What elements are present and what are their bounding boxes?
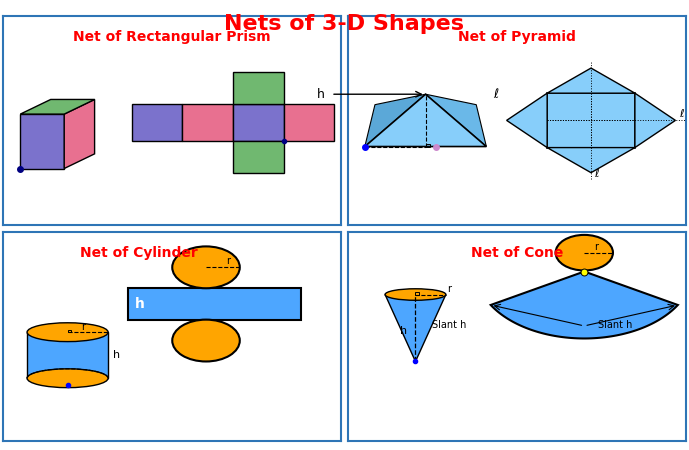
Text: Slant h: Slant h [433,320,466,330]
Polygon shape [64,99,94,168]
Polygon shape [233,72,284,104]
Text: r: r [595,242,599,252]
Polygon shape [635,93,675,148]
Polygon shape [284,104,334,141]
Ellipse shape [27,323,108,342]
Polygon shape [506,93,547,148]
Ellipse shape [385,289,446,300]
Polygon shape [21,114,64,168]
Polygon shape [21,99,94,114]
Text: r: r [81,322,85,332]
Text: h: h [113,350,121,360]
Text: Nets of 3-D Shapes: Nets of 3-D Shapes [225,14,464,33]
Text: Net of Cylinder: Net of Cylinder [80,247,197,261]
Polygon shape [385,294,446,361]
Polygon shape [547,93,635,148]
Polygon shape [365,94,426,147]
Text: r: r [448,284,451,294]
Text: h: h [135,297,145,311]
Text: h: h [400,326,407,336]
Text: Slant h: Slant h [598,320,632,330]
Polygon shape [426,94,486,147]
Circle shape [172,320,240,361]
Text: h: h [317,88,325,101]
Polygon shape [547,148,635,173]
Polygon shape [365,94,486,147]
Polygon shape [27,332,108,378]
Polygon shape [132,104,183,141]
Ellipse shape [27,369,108,387]
Polygon shape [547,68,635,93]
Polygon shape [128,288,300,319]
Text: Net of Pyramid: Net of Pyramid [457,31,576,45]
Text: ℓ: ℓ [679,109,683,119]
Text: Net of Rectangular Prism: Net of Rectangular Prism [74,31,271,45]
Text: ℓ: ℓ [493,88,498,101]
Circle shape [172,247,240,288]
Text: Net of Cone: Net of Cone [471,247,563,261]
Circle shape [555,235,613,270]
Polygon shape [491,271,678,338]
Polygon shape [233,141,284,173]
Text: r: r [226,256,230,266]
Text: ℓ: ℓ [595,169,599,179]
Polygon shape [233,104,284,141]
Polygon shape [183,104,233,141]
